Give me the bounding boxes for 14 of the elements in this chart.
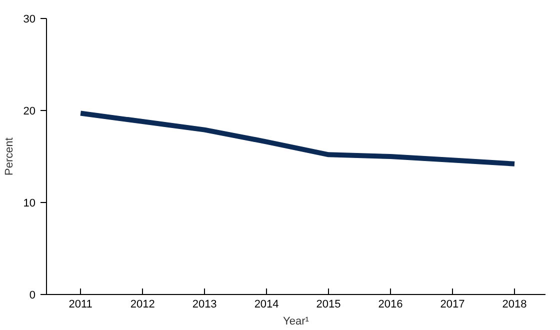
x-tick-label: 2012 — [130, 298, 155, 310]
x-axis-title: Year¹ — [283, 316, 310, 328]
x-tick-label: 2014 — [254, 298, 279, 310]
y-tick-label: 30 — [23, 14, 36, 26]
x-tick-label: 2018 — [502, 298, 527, 310]
y-tick-label: 20 — [23, 106, 36, 118]
x-tick-label: 2013 — [192, 298, 217, 310]
x-tick-label: 2016 — [378, 298, 403, 310]
y-axis-title: Percent — [3, 138, 16, 176]
y-tick-label: 10 — [23, 198, 36, 210]
x-tick-label: 2015 — [316, 298, 341, 310]
y-tick-label: 0 — [29, 290, 36, 302]
x-tick-label: 2017 — [440, 298, 465, 310]
x-tick-label: 2011 — [68, 298, 92, 310]
